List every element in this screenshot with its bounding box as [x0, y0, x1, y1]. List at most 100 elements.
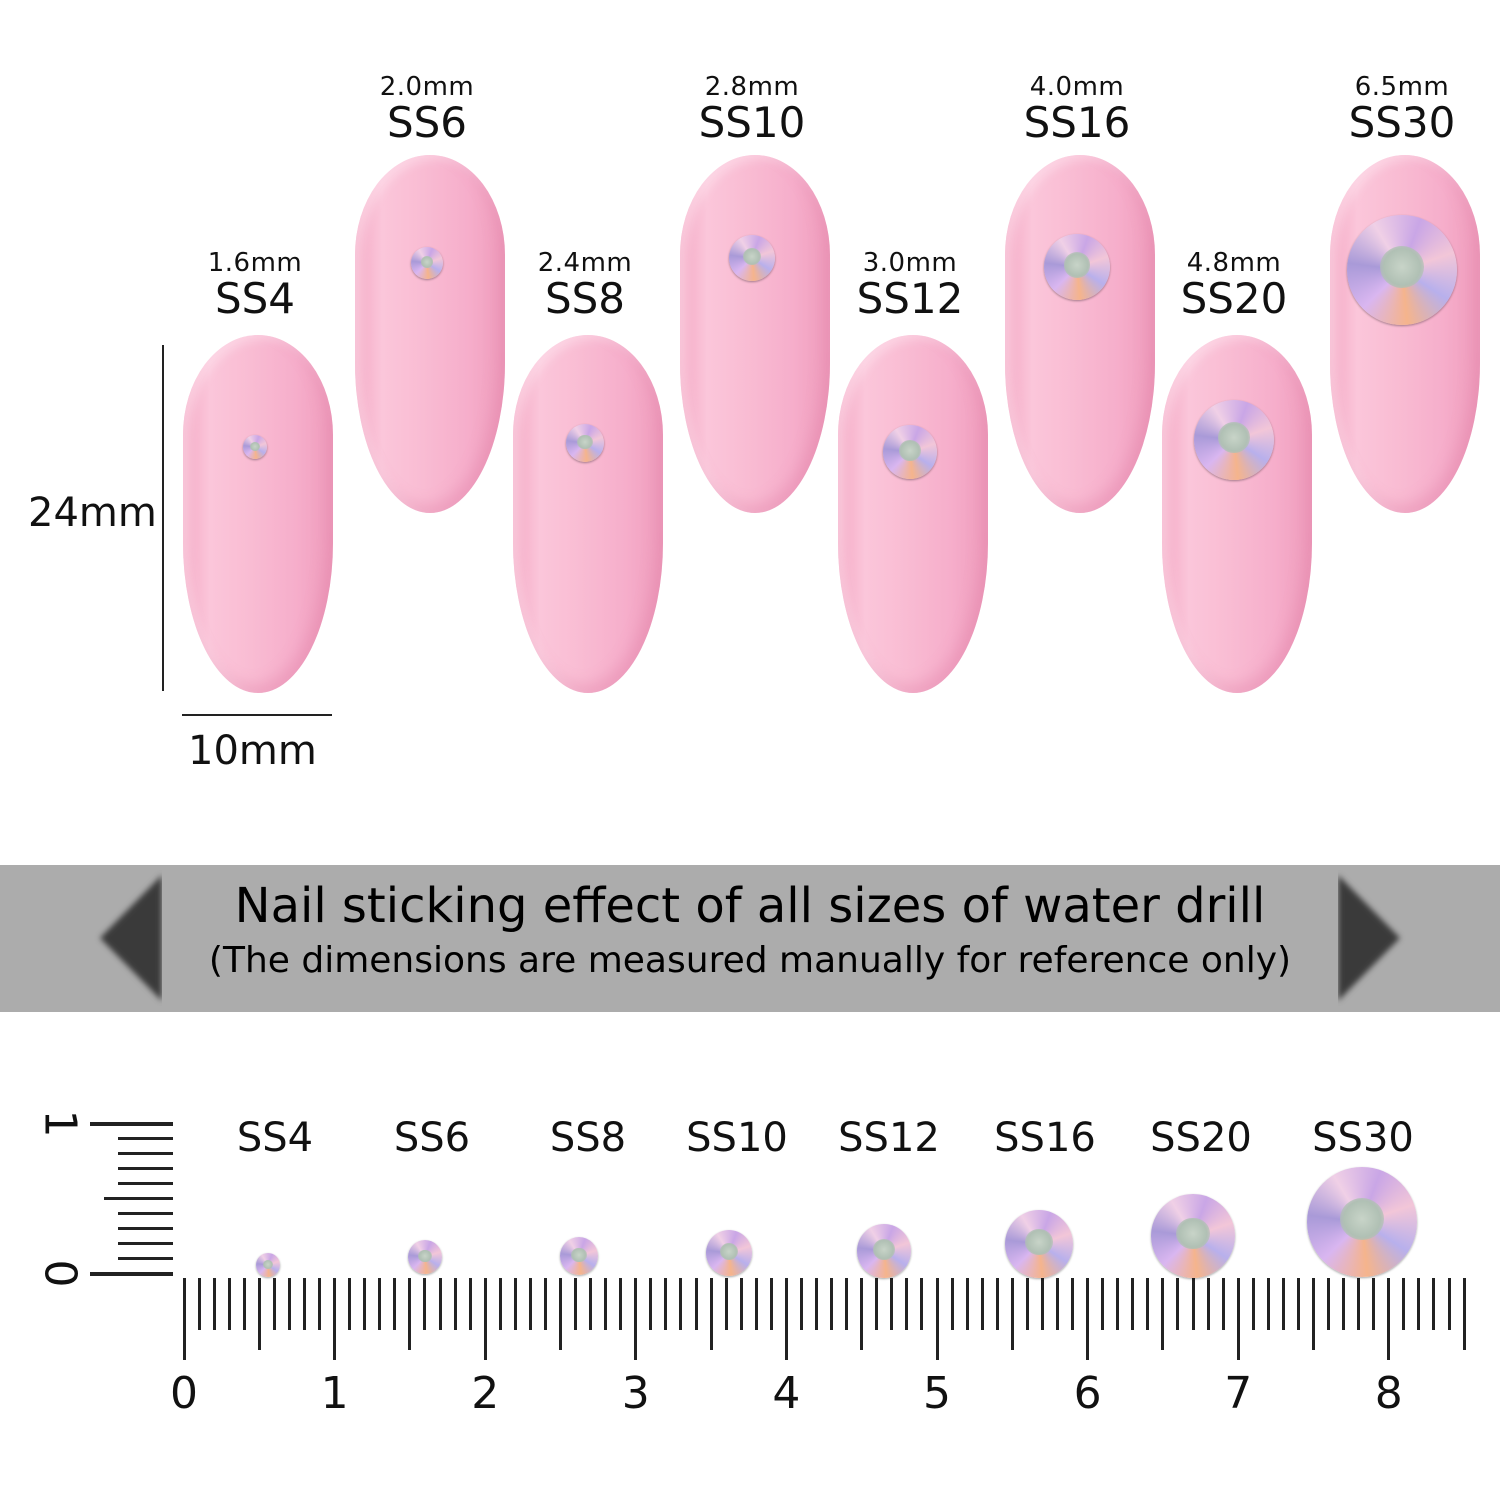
nail-mm-label: 4.0mm — [1029, 72, 1125, 102]
nail-size-label: SS30 — [1348, 98, 1456, 147]
vertical-ruler-number: 0 — [34, 1259, 86, 1288]
ruler-tick — [408, 1278, 412, 1350]
rhinestone-icon — [1347, 215, 1457, 325]
rhinestone-icon — [256, 1253, 280, 1277]
ruler-number: 5 — [923, 1368, 951, 1419]
ruler-number: 0 — [170, 1368, 198, 1419]
nail — [1162, 335, 1312, 693]
ruler-number: 7 — [1224, 1368, 1253, 1419]
nail — [513, 335, 663, 693]
nail — [1005, 155, 1155, 513]
ruler-tick — [483, 1278, 487, 1360]
nail-size-label: SS10 — [698, 98, 806, 147]
ruler-tick — [1025, 1278, 1029, 1330]
ruler-tick — [709, 1278, 713, 1350]
ruler-tick — [1191, 1278, 1195, 1330]
ruler-number: 4 — [772, 1368, 801, 1419]
ruler-tick — [1447, 1278, 1451, 1330]
ruler-tick — [724, 1278, 728, 1330]
rhinestone-icon — [729, 235, 775, 281]
ruler-tick — [619, 1278, 623, 1330]
ruler-tick — [1342, 1278, 1346, 1330]
vertical-ruler-tick — [118, 1256, 173, 1260]
nail-size-label: SS6 — [386, 98, 468, 147]
vertical-ruler-tick — [118, 1241, 173, 1245]
ruler-tick — [1116, 1278, 1120, 1330]
nail — [355, 155, 505, 513]
ruler-tick — [1221, 1278, 1225, 1330]
ruler-tick — [257, 1278, 261, 1350]
vertical-ruler-number: 1 — [34, 1109, 86, 1138]
ruler-tick — [1296, 1278, 1300, 1330]
ruler-tick — [649, 1278, 653, 1330]
nail-size-label: SS8 — [544, 274, 626, 323]
ruler-tick — [1462, 1278, 1466, 1350]
ruler-tick — [393, 1278, 397, 1330]
ruler-size-label: SS10 — [686, 1115, 788, 1161]
ruler-number: 3 — [621, 1368, 650, 1419]
ruler-tick — [875, 1278, 879, 1330]
ruler-tick — [1402, 1278, 1406, 1330]
ruler-tick — [1131, 1278, 1135, 1330]
height-dimension-label: 24mm — [28, 490, 157, 536]
ruler-size-label: SS6 — [393, 1115, 471, 1161]
vertical-ruler-tick — [118, 1226, 173, 1230]
ruler-tick — [1146, 1278, 1150, 1330]
nail-size-label: SS20 — [1180, 274, 1288, 323]
ruler-tick — [302, 1278, 306, 1330]
ruler-tick — [1161, 1278, 1165, 1350]
rhinestone-icon — [857, 1224, 911, 1278]
rhinestone-icon — [560, 1237, 598, 1275]
ruler-tick — [694, 1278, 698, 1330]
rhinestone-icon — [1194, 400, 1274, 480]
nail-mm-label: 2.4mm — [537, 248, 633, 278]
ruler-tick — [1206, 1278, 1210, 1330]
ruler-tick — [995, 1278, 999, 1330]
ruler-number: 6 — [1073, 1368, 1102, 1419]
ruler-tick — [1101, 1278, 1105, 1330]
banner-title: Nail sticking effect of all sizes of wat… — [234, 878, 1266, 934]
vertical-ruler-tick — [118, 1211, 173, 1215]
nail — [1330, 155, 1480, 513]
ruler-tick — [1055, 1278, 1059, 1330]
vertical-ruler-tick — [118, 1136, 173, 1140]
ruler-number: 8 — [1374, 1368, 1403, 1419]
vertical-ruler-tick — [118, 1166, 173, 1170]
ruler-tick — [935, 1278, 939, 1360]
ruler-tick — [1086, 1278, 1090, 1360]
banner-subtitle: (The dimensions are measured manually fo… — [208, 940, 1292, 981]
ruler-tick — [453, 1278, 457, 1330]
rhinestone-icon — [411, 247, 443, 279]
ruler-tick — [363, 1278, 367, 1330]
ruler-tick — [212, 1278, 216, 1330]
nail-mm-label: 6.5mm — [1354, 72, 1450, 102]
width-dimension-line — [182, 714, 332, 716]
ruler-size-label: SS4 — [236, 1115, 314, 1161]
ruler-tick — [1236, 1278, 1240, 1360]
ruler-tick — [950, 1278, 954, 1330]
nail-mm-label: 3.0mm — [862, 248, 958, 278]
ruler-tick — [980, 1278, 984, 1330]
rhinestone-icon — [243, 435, 267, 459]
ruler-number: 2 — [471, 1368, 500, 1419]
ruler-tick — [634, 1278, 638, 1360]
ruler-tick — [830, 1278, 834, 1330]
ruler-tick — [197, 1278, 201, 1330]
nail-size-label: SS12 — [856, 274, 964, 323]
ruler-tick — [589, 1278, 593, 1330]
vertical-ruler-tick — [90, 1271, 173, 1276]
ruler-tick — [739, 1278, 743, 1330]
ruler-tick — [920, 1278, 924, 1330]
ruler-tick — [498, 1278, 502, 1330]
ruler-tick — [1387, 1278, 1391, 1360]
nail-mm-label: 2.0mm — [379, 72, 475, 102]
rhinestone-icon — [1044, 234, 1110, 300]
ruler-tick — [679, 1278, 683, 1330]
ruler-tick — [860, 1278, 864, 1350]
ruler-tick — [1327, 1278, 1331, 1330]
ruler-size-label: SS16 — [994, 1115, 1096, 1161]
vertical-ruler-tick — [118, 1181, 173, 1185]
ruler-tick — [1312, 1278, 1315, 1350]
vertical-ruler-tick — [104, 1196, 173, 1200]
